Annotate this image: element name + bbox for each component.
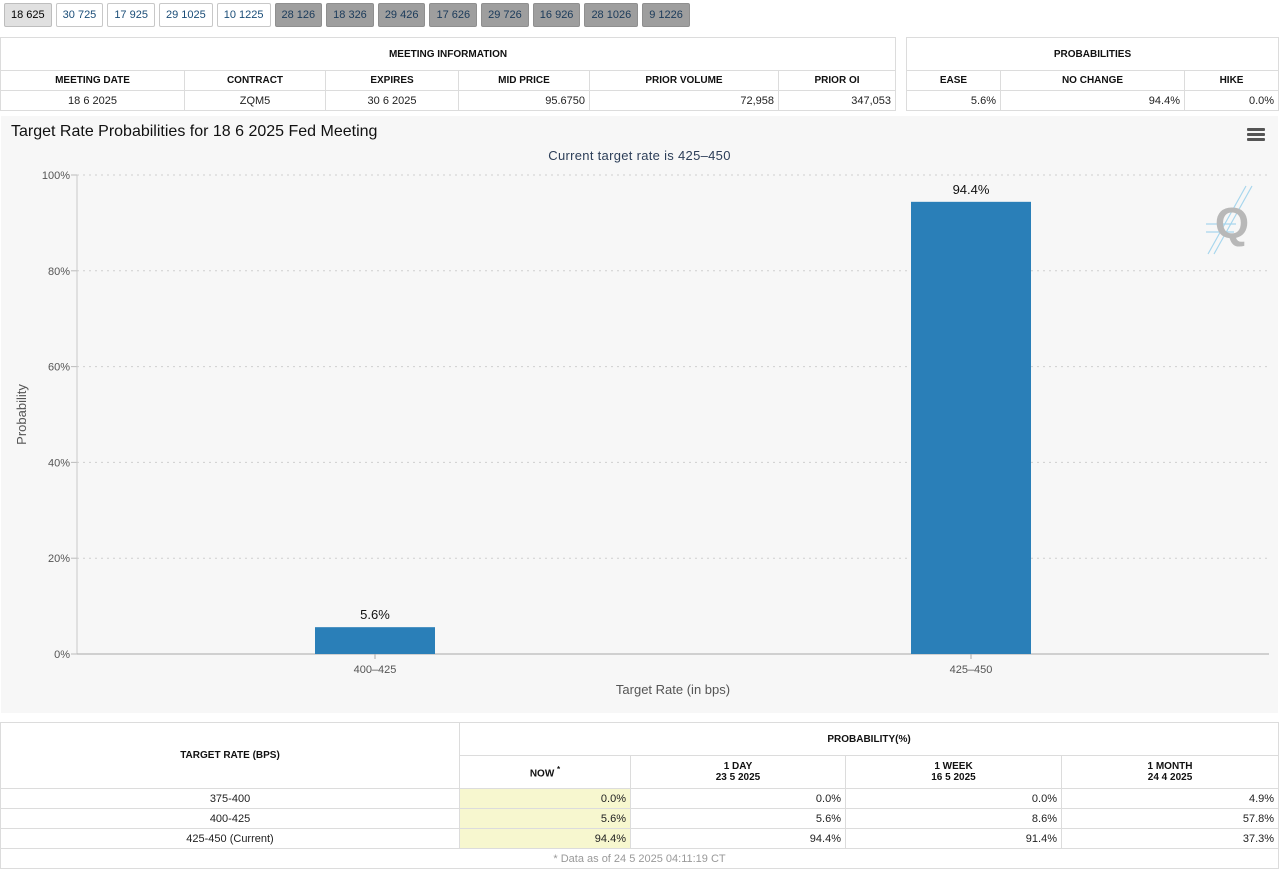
now-label: NOW	[529, 768, 555, 780]
col-contract: CONTRACT	[184, 70, 326, 91]
y-tick-label: 40%	[48, 457, 70, 469]
period-date: 23 5 2025	[715, 772, 761, 783]
prior-oi-value: 347,053	[777, 90, 897, 111]
probabilities-table: PROBABILITIES EASE NO CHANGE HIKE 5.6% 9…	[905, 37, 1280, 111]
col-1-day: 1 DAY 23 5 2025	[630, 755, 846, 789]
x-tick-label: 425–450	[950, 664, 993, 676]
bar	[911, 201, 1031, 654]
y-tick-label: 100%	[42, 170, 70, 182]
date-tab[interactable]: 29 426	[377, 3, 426, 27]
week-cell: 0.0%	[845, 788, 1062, 809]
hike-value: 0.0%	[1183, 90, 1280, 111]
meeting-date-value: 18 6 2025	[0, 90, 185, 111]
col-ease: EASE	[906, 70, 1001, 91]
period-date: 24 4 2025	[1147, 772, 1193, 783]
no-change-value: 94.4%	[1000, 90, 1185, 111]
bar	[315, 627, 435, 654]
col-prior-oi: PRIOR OI	[777, 70, 897, 91]
date-tab[interactable]: 16 926	[532, 3, 581, 27]
col-1-week: 1 WEEK 16 5 2025	[845, 755, 1062, 789]
x-tick-label: 400–425	[354, 664, 397, 676]
hamburger-menu-icon[interactable]	[1247, 128, 1265, 142]
target-rate-cell: 425-450 (Current)	[0, 828, 460, 849]
date-tab[interactable]: 17 626	[429, 3, 478, 27]
contract-value: ZQM5	[184, 90, 326, 111]
date-tab[interactable]: 10 1225	[216, 3, 271, 27]
data-label: 94.4%	[953, 182, 990, 197]
col-target-rate: TARGET RATE (BPS)	[0, 722, 460, 789]
date-tab[interactable]: 30 725	[55, 3, 104, 27]
chart-title: Target Rate Probabilities for 18 6 2025 …	[11, 123, 378, 140]
table-row: 425-450 (Current) 94.4% 94.4% 91.4% 37.3…	[0, 828, 1280, 849]
date-tab[interactable]: 17 925	[107, 3, 155, 27]
ease-value: 5.6%	[906, 90, 1001, 111]
date-tab[interactable]: 18 625	[4, 3, 52, 27]
target-rate-chart: Target Rate Probabilities for 18 6 2025 …	[1, 116, 1278, 713]
date-tab[interactable]: 28 1026	[584, 3, 639, 27]
period-label: 1 WEEK	[934, 761, 973, 772]
col-probability: PROBABILITY(%)	[458, 722, 1280, 756]
now-cell: 94.4%	[459, 828, 631, 849]
col-mid-price: MID PRICE	[458, 70, 590, 91]
expires-value: 30 6 2025	[325, 90, 459, 111]
now-cell: 5.6%	[459, 808, 631, 829]
watermark-letter: Q	[1215, 199, 1249, 248]
col-no-change: NO CHANGE	[1000, 70, 1185, 91]
week-cell: 91.4%	[845, 828, 1062, 849]
y-tick-label: 60%	[48, 362, 70, 374]
month-cell: 4.9%	[1060, 788, 1280, 809]
probabilities-title: PROBABILITIES	[905, 37, 1280, 71]
data-timestamp-footnote: * Data as of 24 5 2025 04:11:19 CT	[0, 848, 1280, 869]
col-prior-volume: PRIOR VOLUME	[589, 70, 779, 91]
meeting-information-title: MEETING INFORMATION	[0, 37, 897, 71]
y-tick-label: 20%	[48, 553, 70, 565]
prior-volume-value: 72,958	[589, 90, 779, 111]
day-cell: 5.6%	[630, 808, 846, 829]
target-rate-cell: 400-425	[0, 808, 460, 829]
x-axis-title: Target Rate (in bps)	[616, 682, 730, 697]
data-label: 5.6%	[360, 607, 390, 622]
month-cell: 37.3%	[1060, 828, 1280, 849]
col-meeting-date: MEETING DATE	[0, 70, 185, 91]
period-date: 16 5 2025	[931, 772, 976, 783]
week-cell: 8.6%	[845, 808, 1062, 829]
quikstrike-logo-icon: Q	[1206, 185, 1253, 255]
date-tab[interactable]: 29 1025	[158, 3, 213, 27]
meeting-date-tabs: 18 625 30 725 17 925 29 1025 10 1225 28 126 18…	[4, 3, 694, 27]
day-cell: 94.4%	[630, 828, 846, 849]
day-cell: 0.0%	[630, 788, 846, 809]
col-expires: EXPIRES	[325, 70, 459, 91]
table-row: 375-400 0.0% 0.0% 0.0% 4.9%	[0, 788, 1280, 809]
probability-history-table: TARGET RATE (BPS) PROBABILITY(%) NOW * 1…	[0, 722, 1280, 869]
table-row: 400-425 5.6% 5.6% 8.6% 57.8%	[0, 808, 1280, 829]
y-axis-title: Probability	[14, 384, 29, 445]
date-tab[interactable]: 9 1226	[642, 3, 690, 27]
chart-subtitle: Current target rate is 425–450	[548, 148, 731, 163]
now-cell: 0.0%	[459, 788, 631, 809]
target-rate-cell: 375-400	[0, 788, 460, 809]
y-tick-label: 0%	[54, 649, 70, 661]
mid-price-value: 95.6750	[458, 90, 590, 111]
month-cell: 57.8%	[1060, 808, 1280, 829]
col-now: NOW *	[459, 755, 631, 789]
meeting-information-table: MEETING INFORMATION MEETING DATE CONTRAC…	[0, 37, 897, 111]
col-hike: HIKE	[1183, 70, 1280, 91]
date-tab[interactable]: 29 726	[481, 3, 529, 27]
period-label: 1 MONTH	[1147, 761, 1193, 772]
now-asterisk: *	[557, 764, 561, 774]
y-tick-label: 80%	[48, 266, 70, 278]
period-label: 1 DAY	[723, 761, 753, 772]
col-1-month: 1 MONTH 24 4 2025	[1060, 755, 1280, 789]
bar-chart-svg: 0% 20% 40% 60% 80% 100% 5.6% 400–425 94.4% 425–45…	[14, 170, 1269, 697]
date-tab[interactable]: 18 326	[326, 3, 374, 27]
date-tab[interactable]: 28 126	[274, 3, 323, 27]
